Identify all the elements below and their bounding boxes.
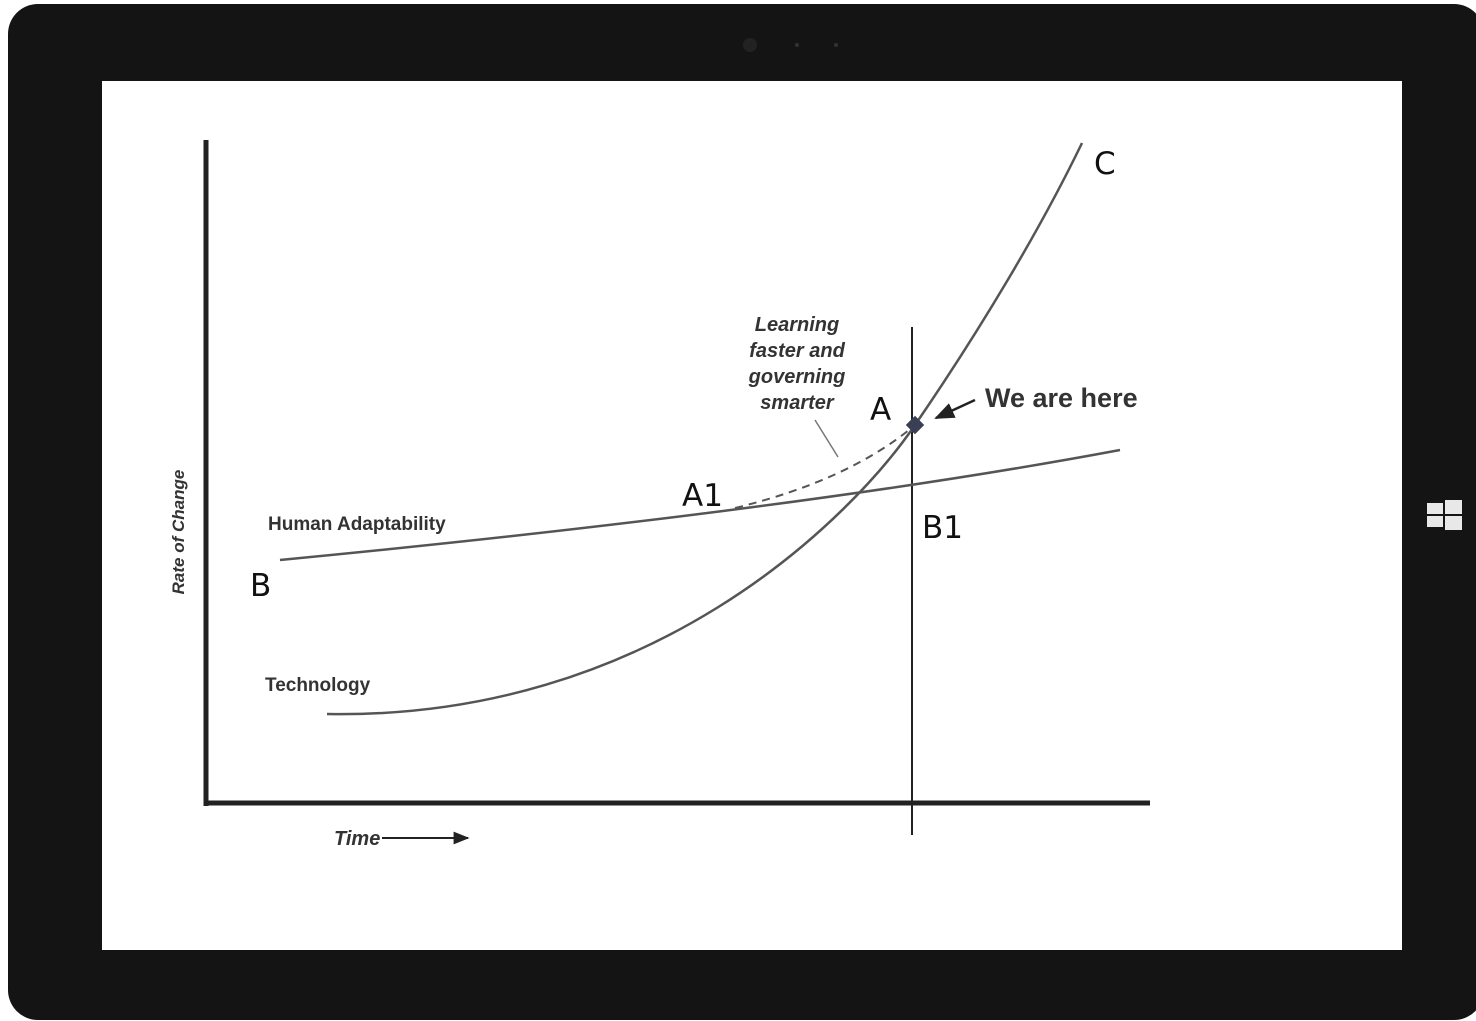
logo-pane [1427,516,1443,527]
annotation-pointer [814,419,839,458]
point-label: A [870,392,891,428]
logo-pane [1427,503,1443,514]
here-marker [905,415,925,435]
logo-pane [1445,516,1462,530]
windows-button[interactable] [1427,500,1462,530]
point-label: A1 [682,478,723,514]
point-label: B1 [922,510,963,546]
point-label: B [250,568,271,604]
point-label: C [1094,146,1116,182]
curve-label: Technology [265,675,371,696]
marker-arrow [934,398,976,420]
dashed-path [734,424,916,509]
annotation: Learning faster and governing smarter [748,314,846,414]
human-curve [279,448,1121,562]
sensor [795,43,799,47]
sensor [834,43,838,47]
curve-label: Human Adaptability [268,514,446,535]
annotation-line: smarter [760,392,835,414]
diagram [203,140,1150,845]
camera [743,38,757,52]
logo-pane [1445,500,1462,514]
technology-curve [326,142,1084,716]
annotation-line: Learning [755,314,839,336]
annotation-line: faster and [749,340,845,362]
y-axis-label: Rate of Change [169,470,188,595]
marker-label: We are here [985,383,1138,413]
x-axis-label: Time [334,828,380,850]
annotation-line: governing [748,366,846,388]
